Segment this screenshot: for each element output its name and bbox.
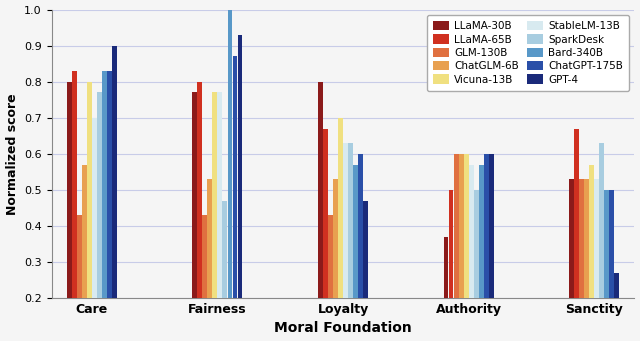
Bar <box>579 179 584 341</box>
Bar <box>197 82 202 341</box>
Bar <box>232 56 237 341</box>
Bar <box>228 10 232 341</box>
Bar <box>72 71 77 341</box>
Bar <box>595 179 599 341</box>
Bar <box>589 165 594 341</box>
Bar <box>484 154 489 341</box>
Bar <box>343 143 348 341</box>
Bar <box>92 118 97 341</box>
Bar <box>569 179 574 341</box>
Bar <box>212 92 218 341</box>
Bar <box>454 154 458 341</box>
Bar <box>237 35 243 341</box>
Bar <box>223 201 227 341</box>
Bar <box>82 165 86 341</box>
Bar <box>323 129 328 341</box>
Bar <box>489 154 493 341</box>
Bar <box>599 143 604 341</box>
Bar <box>474 190 479 341</box>
X-axis label: Moral Foundation: Moral Foundation <box>274 322 412 336</box>
Bar <box>353 165 358 341</box>
Bar <box>193 92 197 341</box>
Bar <box>107 71 112 341</box>
Bar <box>112 46 117 341</box>
Bar <box>318 82 323 341</box>
Bar <box>77 215 82 341</box>
Bar <box>87 82 92 341</box>
Bar <box>207 179 212 341</box>
Bar <box>444 237 449 341</box>
Bar <box>348 143 353 341</box>
Bar <box>97 92 102 341</box>
Bar <box>574 129 579 341</box>
Bar <box>584 179 589 341</box>
Bar <box>358 154 363 341</box>
Legend: LLaMA-30B, LLaMA-65B, GLM-130B, ChatGLM-6B, Vicuna-13B, StableLM-13B, SparkDesk,: LLaMA-30B, LLaMA-65B, GLM-130B, ChatGLM-… <box>427 15 629 91</box>
Bar <box>449 190 454 341</box>
Bar <box>67 82 72 341</box>
Y-axis label: Normalized score: Normalized score <box>6 93 19 214</box>
Bar <box>464 154 468 341</box>
Bar <box>363 201 368 341</box>
Bar <box>218 92 222 341</box>
Bar <box>338 118 343 341</box>
Bar <box>459 154 463 341</box>
Bar <box>479 165 484 341</box>
Bar <box>333 179 338 341</box>
Bar <box>609 190 614 341</box>
Bar <box>102 71 107 341</box>
Bar <box>202 215 207 341</box>
Bar <box>328 215 333 341</box>
Bar <box>468 165 474 341</box>
Bar <box>614 273 620 341</box>
Bar <box>604 190 609 341</box>
